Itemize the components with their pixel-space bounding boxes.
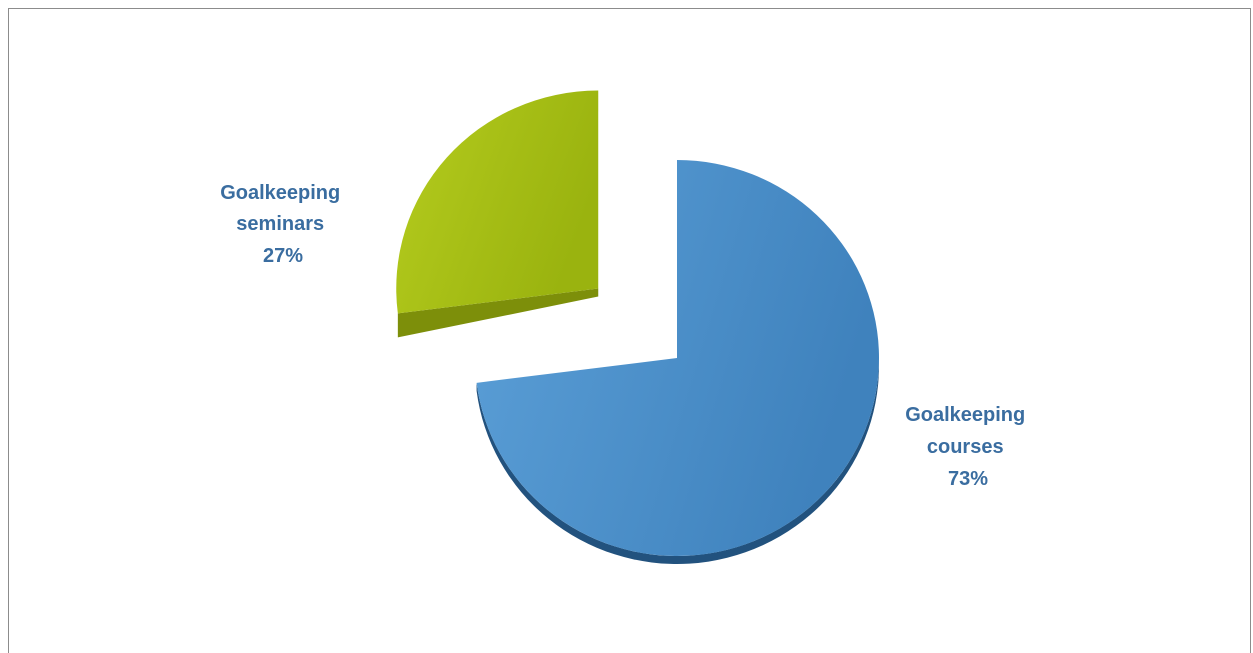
pie-slice-seminars bbox=[396, 90, 599, 338]
pie-slice-seminars-top bbox=[396, 90, 599, 314]
data-label-seminars-percent: 27% bbox=[263, 245, 303, 267]
data-label-courses-line2: courses bbox=[927, 436, 1004, 458]
data-label-courses-percent: 73% bbox=[948, 468, 988, 490]
data-label-seminars-line2: seminars bbox=[236, 213, 324, 235]
pie-slice-courses bbox=[476, 160, 880, 565]
chart-frame bbox=[8, 8, 1251, 653]
data-label-courses-line1: Goalkeeping bbox=[905, 404, 1025, 426]
pie-slice-courses-top bbox=[476, 160, 879, 556]
data-label-seminars: Goalkeeping seminars 27% bbox=[220, 182, 346, 267]
data-label-seminars-line1: Goalkeeping bbox=[220, 182, 340, 204]
data-label-courses: Goalkeeping courses 73% bbox=[905, 404, 1031, 490]
pie-slice-seminars-side bbox=[397, 288, 599, 338]
